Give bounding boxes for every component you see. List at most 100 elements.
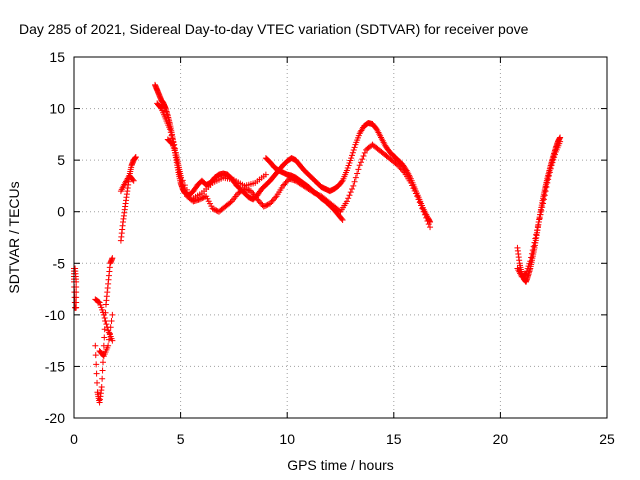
data-point-dense bbox=[262, 202, 269, 209]
data-point-dense bbox=[350, 147, 357, 154]
data-point bbox=[109, 311, 116, 318]
data-point-dense bbox=[355, 132, 362, 139]
data-point-dense bbox=[156, 103, 163, 110]
series-arc-4 bbox=[96, 311, 116, 360]
data-point-dense bbox=[176, 168, 183, 175]
data-point-dense bbox=[167, 129, 174, 136]
y-tick-label: -5 bbox=[53, 255, 66, 271]
data-point-dense bbox=[516, 257, 523, 264]
data-point-dense bbox=[101, 334, 108, 341]
x-tick-label: 5 bbox=[177, 431, 185, 447]
data-point bbox=[548, 162, 555, 169]
series-main-arc-d bbox=[164, 136, 269, 203]
data-point-dense bbox=[264, 201, 271, 208]
data-point-dense bbox=[542, 188, 549, 195]
data-point-dense bbox=[418, 202, 425, 209]
series-arc-2 bbox=[92, 255, 116, 406]
data-point bbox=[350, 182, 357, 189]
data-point-dense bbox=[278, 184, 285, 191]
data-point-dense bbox=[179, 177, 186, 184]
data-point-dense bbox=[528, 254, 535, 261]
data-point-dense bbox=[377, 132, 384, 139]
data-point-dense bbox=[550, 156, 557, 163]
data-point-dense bbox=[338, 215, 345, 222]
data-point-dense bbox=[196, 191, 203, 198]
y-tick-label: 15 bbox=[49, 49, 65, 65]
data-point-dense bbox=[227, 199, 234, 206]
x-tick-label: 15 bbox=[386, 431, 402, 447]
data-point-dense bbox=[556, 140, 563, 147]
data-point-dense bbox=[538, 207, 545, 214]
data-point-dense bbox=[539, 204, 546, 211]
axis-ticks: 0 5 10 15 20 25 -20 -15 -10 -5 0 5 10 15 bbox=[45, 49, 615, 447]
data-point-dense bbox=[283, 178, 290, 185]
data-point-dense bbox=[397, 159, 404, 166]
data-point-dense bbox=[546, 169, 553, 176]
data-point-dense bbox=[94, 379, 101, 386]
data-point-dense bbox=[105, 336, 112, 343]
data-point-dense bbox=[409, 182, 416, 189]
data-point-dense bbox=[551, 154, 558, 161]
data-point-dense bbox=[354, 170, 361, 177]
data-point-dense bbox=[347, 189, 354, 196]
data-point-dense bbox=[343, 169, 350, 176]
data-point-dense bbox=[425, 221, 432, 228]
data-point-dense bbox=[412, 190, 419, 197]
data-point-dense bbox=[119, 222, 126, 229]
data-point-dense bbox=[411, 187, 418, 194]
data-point-dense bbox=[210, 206, 217, 213]
data-point-dense bbox=[99, 367, 106, 374]
y-tick-label: 10 bbox=[49, 101, 65, 117]
data-point-dense bbox=[419, 205, 426, 212]
data-point-dense bbox=[337, 214, 344, 221]
data-point bbox=[420, 208, 427, 215]
data-point-dense bbox=[102, 318, 109, 325]
data-point-dense bbox=[181, 182, 188, 189]
data-point-dense bbox=[345, 195, 352, 202]
data-point-dense bbox=[104, 344, 111, 351]
data-point-dense bbox=[352, 174, 359, 181]
data-point-dense bbox=[333, 209, 340, 216]
data-point-dense bbox=[228, 176, 235, 183]
data-point-dense bbox=[218, 175, 225, 182]
data-point-dense bbox=[423, 214, 430, 221]
data-point-dense bbox=[256, 199, 263, 206]
data-point bbox=[535, 219, 542, 226]
data-point-dense bbox=[530, 243, 537, 250]
data-point-dense bbox=[351, 144, 358, 151]
data-point-dense bbox=[95, 298, 102, 305]
data-point-dense bbox=[94, 298, 101, 305]
data-point-dense bbox=[359, 125, 366, 132]
data-point-dense bbox=[212, 206, 219, 213]
data-point-dense bbox=[269, 174, 276, 181]
y-tick-label: 5 bbox=[57, 152, 65, 168]
data-point-dense bbox=[400, 168, 407, 175]
data-point-dense bbox=[299, 165, 306, 172]
data-point-dense bbox=[258, 200, 265, 207]
data-point-dense bbox=[349, 186, 356, 193]
x-axis-label: GPS time / hours bbox=[287, 457, 394, 473]
data-point-dense bbox=[108, 256, 115, 263]
data-point-dense bbox=[269, 197, 276, 204]
data-point-dense bbox=[398, 166, 405, 173]
data-point-dense bbox=[392, 160, 399, 167]
data-point-dense bbox=[541, 187, 548, 194]
data-point-dense bbox=[270, 196, 277, 203]
data-point-dense bbox=[549, 159, 556, 166]
data-point-dense bbox=[386, 155, 393, 162]
data-point-dense bbox=[253, 194, 260, 201]
data-point-dense bbox=[421, 211, 428, 218]
data-point-dense bbox=[406, 177, 413, 184]
data-point-dense bbox=[121, 206, 128, 213]
data-point-dense bbox=[106, 330, 113, 337]
data-point-dense bbox=[169, 135, 176, 142]
x-tick-label: 25 bbox=[599, 431, 615, 447]
data-point-dense bbox=[99, 309, 106, 316]
data-point bbox=[267, 200, 274, 207]
data-point-dense bbox=[522, 271, 529, 278]
data-point-dense bbox=[272, 194, 279, 201]
data-point-dense bbox=[263, 202, 270, 209]
data-point-dense bbox=[96, 397, 103, 404]
data-point-dense bbox=[99, 375, 106, 382]
